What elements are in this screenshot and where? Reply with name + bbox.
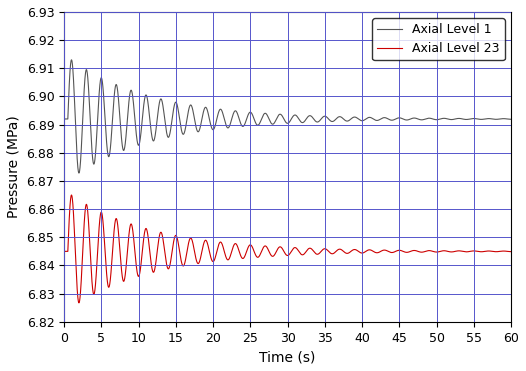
Axial Level 23 [68, 193, 75, 197]
Axial Level 23 [177, 251, 183, 255]
Axial Level 23 [296, 250, 302, 255]
Axial Level 1 [127, 89, 134, 93]
Axial Level 23 [333, 249, 339, 254]
Axial Level 1 [68, 58, 75, 62]
Legend: Axial Level 1, Axial Level 23: Axial Level 1, Axial Level 23 [372, 18, 505, 60]
Line: Axial Level 23: Axial Level 23 [64, 195, 511, 303]
Axial Level 1 [76, 171, 82, 175]
Axial Level 1 [333, 117, 339, 121]
Axial Level 23 [508, 249, 514, 254]
Axial Level 1 [61, 117, 67, 121]
Axial Level 23 [61, 249, 67, 254]
Axial Level 1 [290, 114, 296, 118]
Line: Axial Level 1: Axial Level 1 [64, 60, 511, 173]
Axial Level 23 [127, 223, 134, 227]
Axial Level 1 [177, 118, 183, 123]
Axial Level 1 [296, 118, 302, 122]
Axial Level 23 [76, 301, 82, 305]
Axial Level 1 [85, 75, 91, 79]
Y-axis label: Pressure (MPa): Pressure (MPa) [7, 115, 21, 218]
Axial Level 23 [85, 209, 91, 213]
Axial Level 1 [508, 117, 514, 121]
X-axis label: Time (s): Time (s) [259, 350, 316, 364]
Axial Level 23 [290, 247, 296, 251]
